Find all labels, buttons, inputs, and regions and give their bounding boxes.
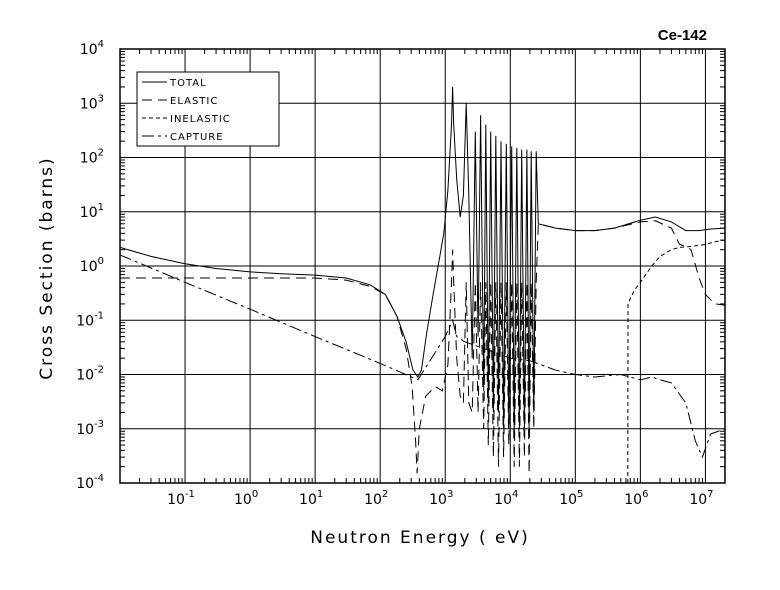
legend-box	[136, 71, 280, 147]
x-tick-label: 100	[234, 489, 258, 508]
series-line-elastic	[120, 220, 725, 474]
y-tick-label: 10-2	[76, 365, 104, 384]
series-line-total	[120, 86, 725, 435]
y-tick-label: 10-4	[76, 473, 104, 492]
y-tick-label: 104	[80, 39, 104, 58]
y-tick-label: 103	[80, 93, 104, 112]
series-line-capture	[120, 254, 725, 459]
x-tick-label: 102	[364, 489, 388, 508]
x-axis-title: Neutron Energy ( eV)	[310, 528, 530, 548]
legend-label-inelastic: INELASTIC	[170, 114, 231, 125]
y-tick-label: 10-3	[76, 419, 104, 438]
y-tick-label: 102	[80, 148, 104, 167]
y-axis-title: Cross Section (barns)	[37, 156, 57, 379]
x-tick-label: 104	[494, 489, 518, 508]
tick-labels: 10-1 100 101 102 103 104 105 106 107 10-4 10-3 10-2…	[76, 39, 713, 508]
legend: TOTAL ELASTIC INELASTIC CAPTURE	[136, 71, 280, 147]
series-line-inelastic	[627, 239, 725, 483]
plot-frame	[119, 48, 726, 484]
legend-label-total: TOTAL	[169, 78, 207, 89]
x-tick-label: 101	[299, 489, 323, 508]
y-tick-label: 100	[80, 256, 104, 275]
series-lines	[120, 86, 725, 483]
chart-title: Ce-142	[658, 27, 707, 44]
x-tick-label: 103	[429, 489, 453, 508]
x-tick-label: 10-1	[167, 489, 195, 508]
y-tick-label: 10-1	[76, 310, 104, 329]
x-tick-label: 105	[559, 489, 583, 508]
x-tick-label: 106	[624, 489, 648, 508]
x-tick-label: 107	[689, 489, 713, 508]
legend-label-elastic: ELASTIC	[170, 96, 218, 107]
y-tick-label: 101	[80, 202, 104, 221]
legend-label-capture: CAPTURE	[170, 132, 224, 143]
